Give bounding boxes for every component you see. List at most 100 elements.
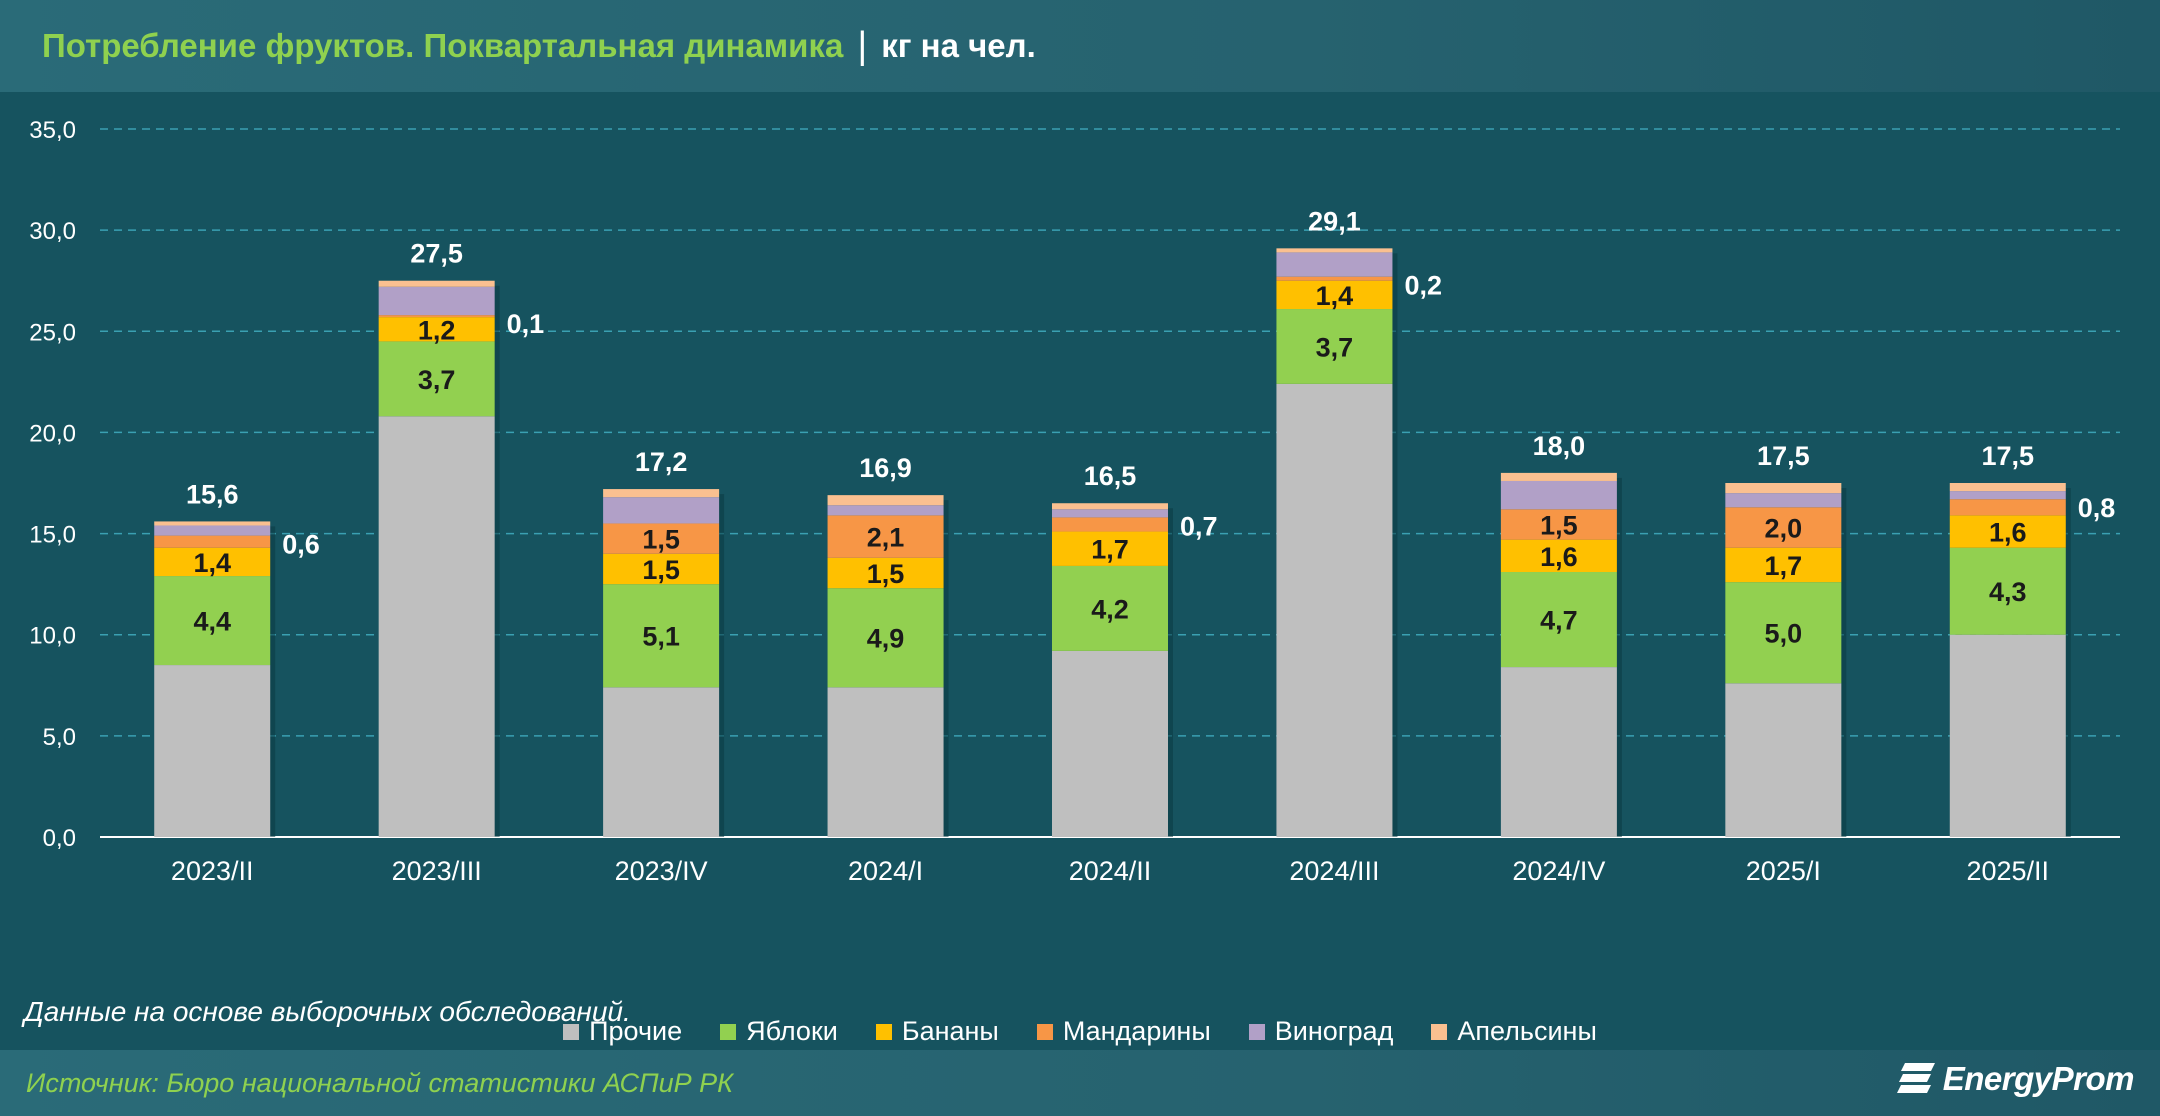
bar-segment: [1500, 667, 1617, 837]
data-label: 4,4: [193, 607, 231, 637]
bar-segment: [378, 416, 495, 837]
chart-legend: Прочие Яблоки Бананы Мандарины Виноград Апель…: [0, 1016, 2160, 1047]
energyprom-logo: EnergyProm: [1896, 1060, 2135, 1098]
bar-segment: [1276, 280, 1393, 310]
y-tick-label: 15,0: [29, 522, 76, 549]
legend-label: Виноград: [1274, 1016, 1394, 1046]
y-tick-label: 20,0: [29, 420, 76, 447]
chart-area: 0,0 5,0 10,0 15,0 20,0 25,0 30,0 35,0 4,4 1,4 0,6 1…: [0, 92, 2160, 1050]
legend-item: Прочие: [563, 1016, 682, 1047]
data-label: 3,7: [1316, 332, 1354, 362]
legend-item: Бананы: [875, 1016, 999, 1047]
legend-item: Виноград: [1248, 1016, 1394, 1047]
legend-label: Яблоки: [746, 1016, 838, 1046]
bar-segment: [603, 553, 720, 585]
bar-segment: [1052, 531, 1168, 566]
bar-segment: [1276, 309, 1393, 384]
data-label: 0,6: [282, 530, 320, 560]
data-label: 4,3: [1989, 577, 2027, 607]
bar-segment: [1949, 634, 2066, 837]
y-tick-label: 0,0: [43, 825, 76, 852]
data-label: 1,7: [1091, 535, 1129, 565]
legend-swatch: [1248, 1023, 1265, 1040]
bar-segment: [154, 547, 271, 577]
y-tick-label: 30,0: [29, 218, 76, 245]
legend-item: Апельсины: [1431, 1016, 1597, 1047]
bar-segment: [1276, 383, 1393, 837]
bar-segment: [1500, 572, 1617, 668]
source-bar: Источник: Бюро национальной статистики А…: [0, 1050, 2160, 1116]
legend-swatch: [875, 1023, 892, 1040]
bar-segment: [1949, 547, 2066, 635]
legend-swatch: [563, 1023, 580, 1040]
chart-title: Потребление фруктов. Поквартальная динам…: [42, 27, 844, 64]
data-label: 4,9: [867, 624, 905, 654]
data-label: 4,2: [1091, 594, 1129, 624]
total-label: 17,5: [1757, 441, 1810, 471]
bar-segment: [1052, 517, 1168, 532]
bar-segment: [1949, 515, 2066, 548]
bar-segment: [1949, 491, 2066, 500]
bar-segment: [1725, 493, 1842, 508]
bar-segment: [1725, 582, 1842, 684]
data-label: 0,2: [1404, 271, 1442, 301]
footnote: Данные на основе выборочных обследований…: [24, 996, 631, 1027]
x-tick-label: 2023/III: [392, 856, 482, 886]
bar-segment: [827, 505, 944, 516]
x-tick-label: 2025/II: [1966, 856, 2049, 886]
data-label: 1,7: [1765, 551, 1803, 581]
data-label: 1,6: [1540, 542, 1578, 572]
bar-segment: [1500, 509, 1617, 540]
data-label: 2,1: [867, 523, 905, 553]
data-label: 1,5: [867, 559, 905, 589]
source-text: Источник: Бюро национальной статистики А…: [26, 1067, 734, 1098]
bar-segment: [1725, 683, 1842, 837]
total-label: 17,2: [635, 447, 688, 477]
bar-segment: [154, 535, 271, 548]
bar-segment: [1500, 539, 1617, 573]
bar-segment: [154, 576, 271, 666]
bar-segment: [603, 523, 720, 554]
total-label: 18,0: [1533, 431, 1586, 461]
data-label: 1,2: [418, 315, 456, 345]
data-label: 4,7: [1540, 606, 1578, 636]
bar-segment: [378, 286, 495, 316]
y-tick-label: 25,0: [29, 319, 76, 346]
data-label: 1,5: [642, 525, 680, 555]
bar-segment: [1949, 483, 2066, 492]
x-tick-label: 2025/I: [1746, 856, 1821, 886]
bar-segment: [1725, 507, 1842, 548]
bar-segment: [603, 497, 720, 524]
legend-label: Бананы: [901, 1016, 999, 1046]
total-label: 27,5: [410, 239, 463, 269]
data-label: 3,7: [418, 365, 456, 395]
bar-segment: [1052, 565, 1168, 651]
data-label: 0,7: [1180, 511, 1218, 541]
legend-label: Мандарины: [1062, 1016, 1211, 1046]
bar-segment: [827, 557, 944, 589]
bar-segment: [1052, 650, 1168, 837]
x-tick-label: 2023/II: [171, 856, 254, 886]
unit-label: кг на чел.: [881, 27, 1036, 64]
bar-segment: [154, 665, 271, 837]
bar-segment: [378, 341, 495, 417]
bar-segment: [1276, 276, 1393, 281]
bar-segment: [1725, 547, 1842, 583]
legend-label: Апельсины: [1457, 1016, 1597, 1046]
total-label: 17,5: [1981, 441, 2034, 471]
total-label: 16,5: [1084, 461, 1137, 491]
x-tick-label: 2023/IV: [615, 856, 708, 886]
y-tick-label: 35,0: [29, 117, 76, 144]
legend-label: Прочие: [589, 1016, 683, 1046]
data-label: 1,5: [642, 555, 680, 585]
stacked-bar-chart: 0,0 5,0 10,0 15,0 20,0 25,0 30,0 35,0 4,4 1,4 0,6 1…: [29, 117, 2120, 886]
legend-swatch: [1036, 1023, 1053, 1040]
legend-item: Мандарины: [1036, 1016, 1211, 1047]
x-tick-label: 2024/I: [848, 856, 923, 886]
data-label: 5,0: [1765, 619, 1803, 649]
bar-segment: [1052, 509, 1168, 518]
bar-segment: [603, 584, 720, 688]
data-label: 0,1: [507, 309, 545, 339]
bar-segment: [1276, 252, 1393, 277]
bar-segment: [827, 687, 944, 837]
